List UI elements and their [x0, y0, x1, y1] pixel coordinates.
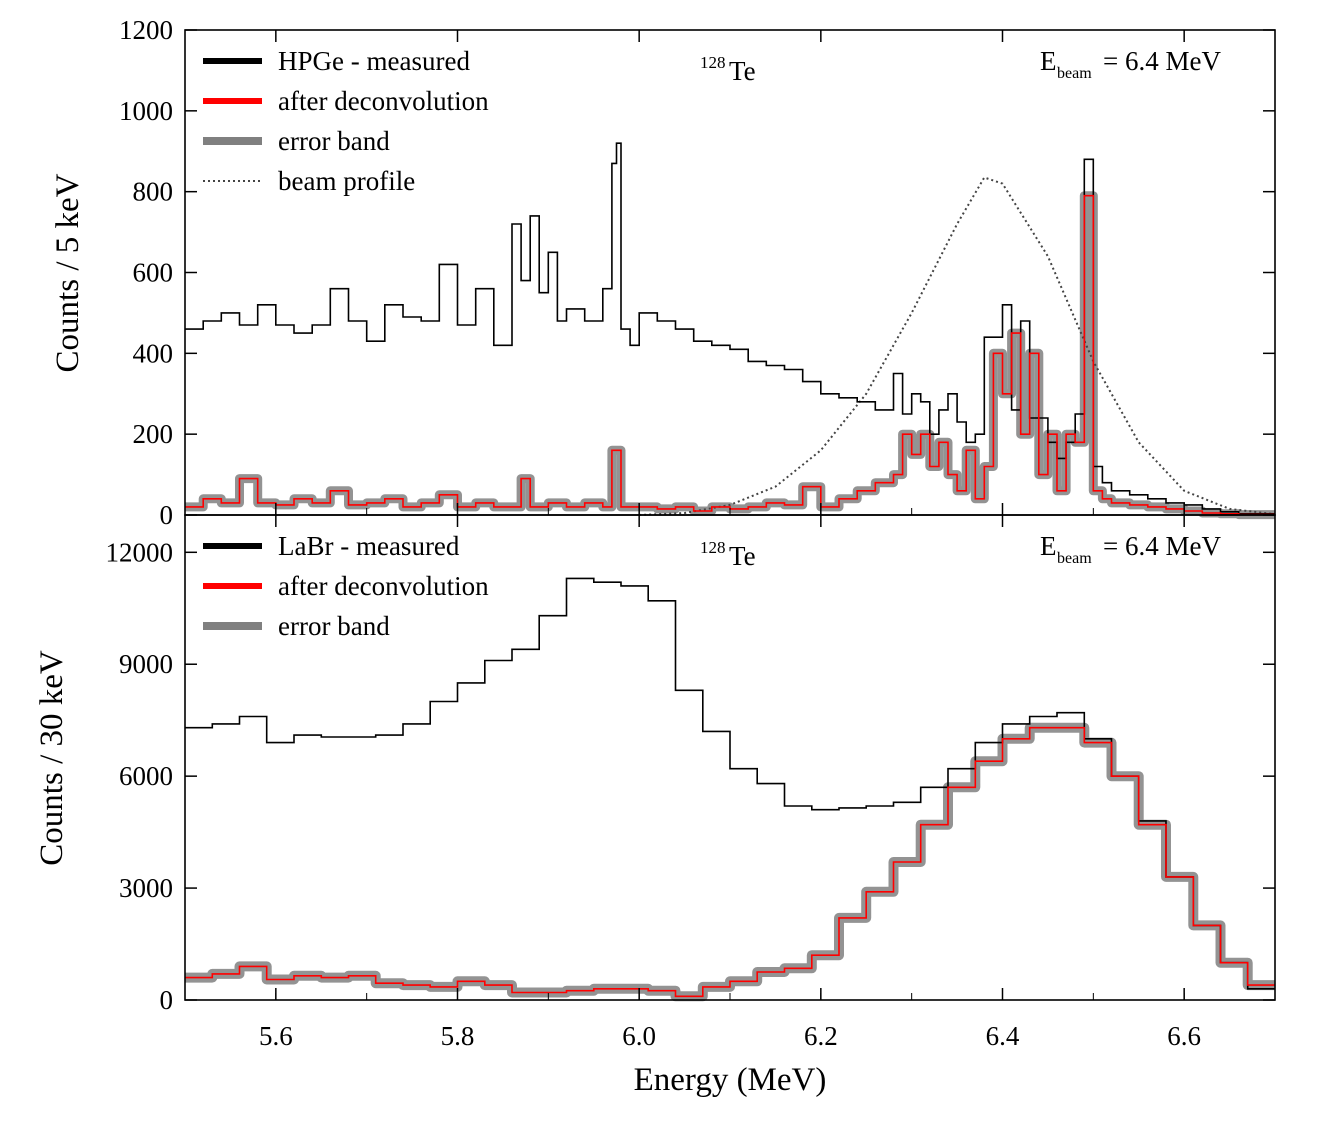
bottom-y-ticks: 0 3000 6000 9000 12000	[106, 537, 1275, 1015]
top-beam-rest: = 6.4 MeV	[1103, 46, 1221, 76]
top-x-ticks	[184, 30, 1276, 515]
top-measured-line	[185, 142, 1275, 515]
bottom-beam-rest: = 6.4 MeV	[1103, 531, 1221, 561]
x-axis-label: Energy (MeV)	[634, 1062, 827, 1098]
top-isotope-element: Te	[729, 56, 756, 86]
bot-deconvolved-line	[185, 726, 1275, 998]
bottom-beam-sub: beam	[1057, 550, 1092, 567]
bot-ytick-label: 0	[160, 985, 174, 1015]
top-beam-e: E	[1040, 46, 1057, 76]
xtick-label: 6.6	[1167, 1021, 1201, 1051]
top-ytick-label: 200	[133, 419, 174, 449]
bottom-legend: LaBr - measured after deconvolution erro…	[203, 531, 489, 641]
legend-label-hpge: HPGe - measured	[278, 46, 470, 76]
xtick-label: 6.2	[804, 1021, 838, 1051]
bottom-beam-annotation: E beam = 6.4 MeV	[1040, 531, 1221, 567]
bottom-panel: 0 3000 6000 9000 12000 5.6 5.8 6.0 6.2 6.4 6.6 Co…	[34, 514, 1276, 1098]
top-deconvolved-line	[185, 194, 1275, 516]
top-ytick-label: 0	[160, 500, 174, 530]
legend-label-error-top: error band	[278, 126, 390, 156]
top-isotope-annotation: 128 Te	[700, 53, 756, 86]
bottom-beam-e: E	[1040, 531, 1057, 561]
top-ytick-label: 1200	[119, 15, 173, 45]
bottom-y-axis-label: Counts / 30 keV	[34, 650, 70, 866]
top-error-band	[185, 191, 1275, 520]
top-ytick-label: 800	[133, 177, 174, 207]
bottom-x-ticks: 5.6 5.8 6.0 6.2 6.4 6.6	[184, 515, 1276, 1051]
top-error-band-group	[185, 191, 1275, 520]
legend-label-deconv-top: after deconvolution	[278, 86, 489, 116]
top-ytick-label: 400	[133, 338, 174, 368]
top-legend: HPGe - measured after deconvolution erro…	[203, 46, 489, 196]
top-y-axis-label: Counts / 5 keV	[50, 173, 86, 372]
legend-label-beam: beam profile	[278, 166, 415, 196]
xtick-label: 6.0	[622, 1021, 656, 1051]
legend-label-labr: LaBr - measured	[278, 531, 460, 561]
top-isotope-mass: 128	[700, 53, 726, 72]
bot-ytick-label: 3000	[119, 873, 173, 903]
bot-ytick-label: 6000	[119, 761, 173, 791]
legend-label-error-bottom: error band	[278, 611, 390, 641]
beam-profile-line	[639, 176, 1276, 516]
xtick-label: 5.8	[441, 1021, 475, 1051]
bottom-series-group	[185, 577, 1275, 998]
top-series-group	[185, 142, 1275, 516]
top-y-ticks: 0 200 400 600 800 1000 1200	[119, 15, 1275, 530]
bottom-isotope-element: Te	[729, 541, 756, 571]
bot-ytick-label: 9000	[119, 649, 173, 679]
top-beam-annotation: E beam = 6.4 MeV	[1040, 46, 1221, 82]
top-panel: 0 200 400 600 800 1000 1200 Counts / 5 keV HPG…	[50, 15, 1276, 530]
top-ytick-label: 1000	[119, 96, 173, 126]
xtick-label: 6.4	[986, 1021, 1020, 1051]
top-ytick-label: 600	[133, 258, 174, 288]
bottom-isotope-mass: 128	[700, 538, 726, 557]
legend-label-deconv-bottom: after deconvolution	[278, 571, 489, 601]
bottom-isotope-annotation: 128 Te	[700, 538, 756, 571]
bot-ytick-label: 12000	[106, 537, 174, 567]
top-beam-sub: beam	[1057, 65, 1092, 82]
xtick-label: 5.6	[259, 1021, 293, 1051]
top-beam-profile-group	[639, 176, 1276, 516]
